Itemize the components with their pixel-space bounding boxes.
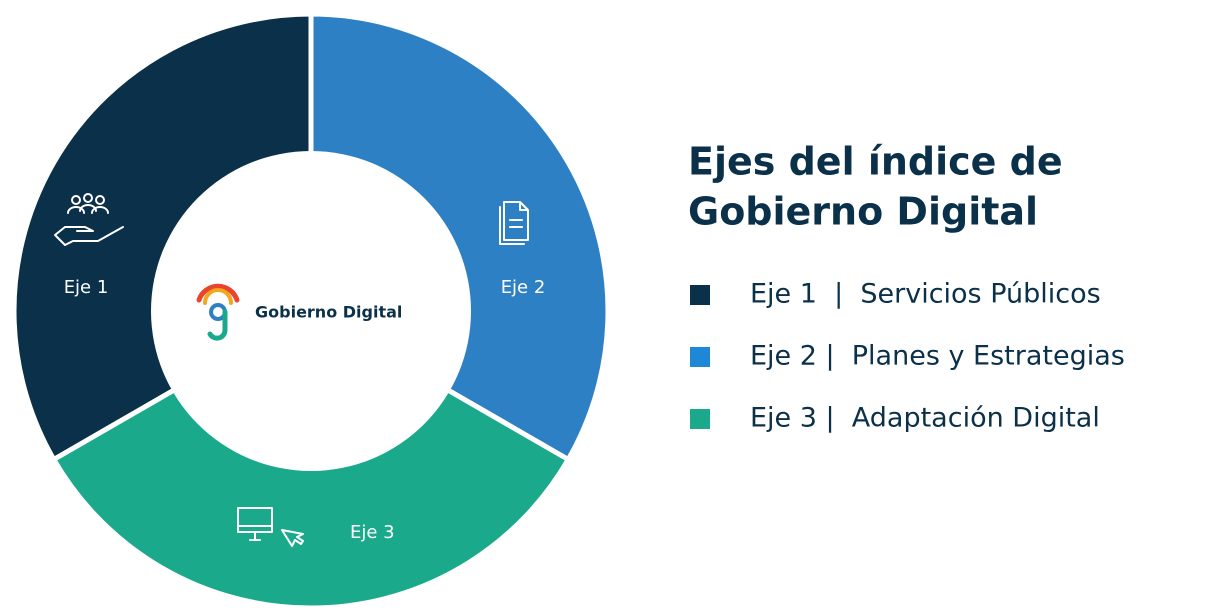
legend-label: Eje 3 | Adaptación Digital — [750, 403, 1100, 434]
people-hand-icon — [54, 193, 124, 246]
center-label: Gobierno Digital — [255, 303, 402, 322]
title-line: Gobierno Digital — [688, 190, 1038, 234]
document-icon — [499, 201, 529, 245]
title-line: Ejes del índice de — [688, 140, 1063, 184]
legend-swatch — [690, 409, 710, 429]
donut-hole — [151, 151, 471, 471]
legend-swatch — [690, 347, 710, 367]
segment-label: Eje 3 — [350, 522, 395, 543]
legend-swatch — [690, 285, 710, 305]
segment-label: Eje 1 — [64, 277, 109, 298]
logo — [196, 283, 240, 341]
monitor-icon — [237, 507, 304, 547]
legend-label: Eje 2 | Planes y Estrategias — [750, 341, 1125, 372]
segment-label: Eje 2 — [501, 277, 546, 298]
legend: Eje 1 | Servicios Públicos Eje 2 | Planes… — [690, 279, 1125, 434]
legend-label: Eje 1 | Servicios Públicos — [750, 279, 1101, 310]
